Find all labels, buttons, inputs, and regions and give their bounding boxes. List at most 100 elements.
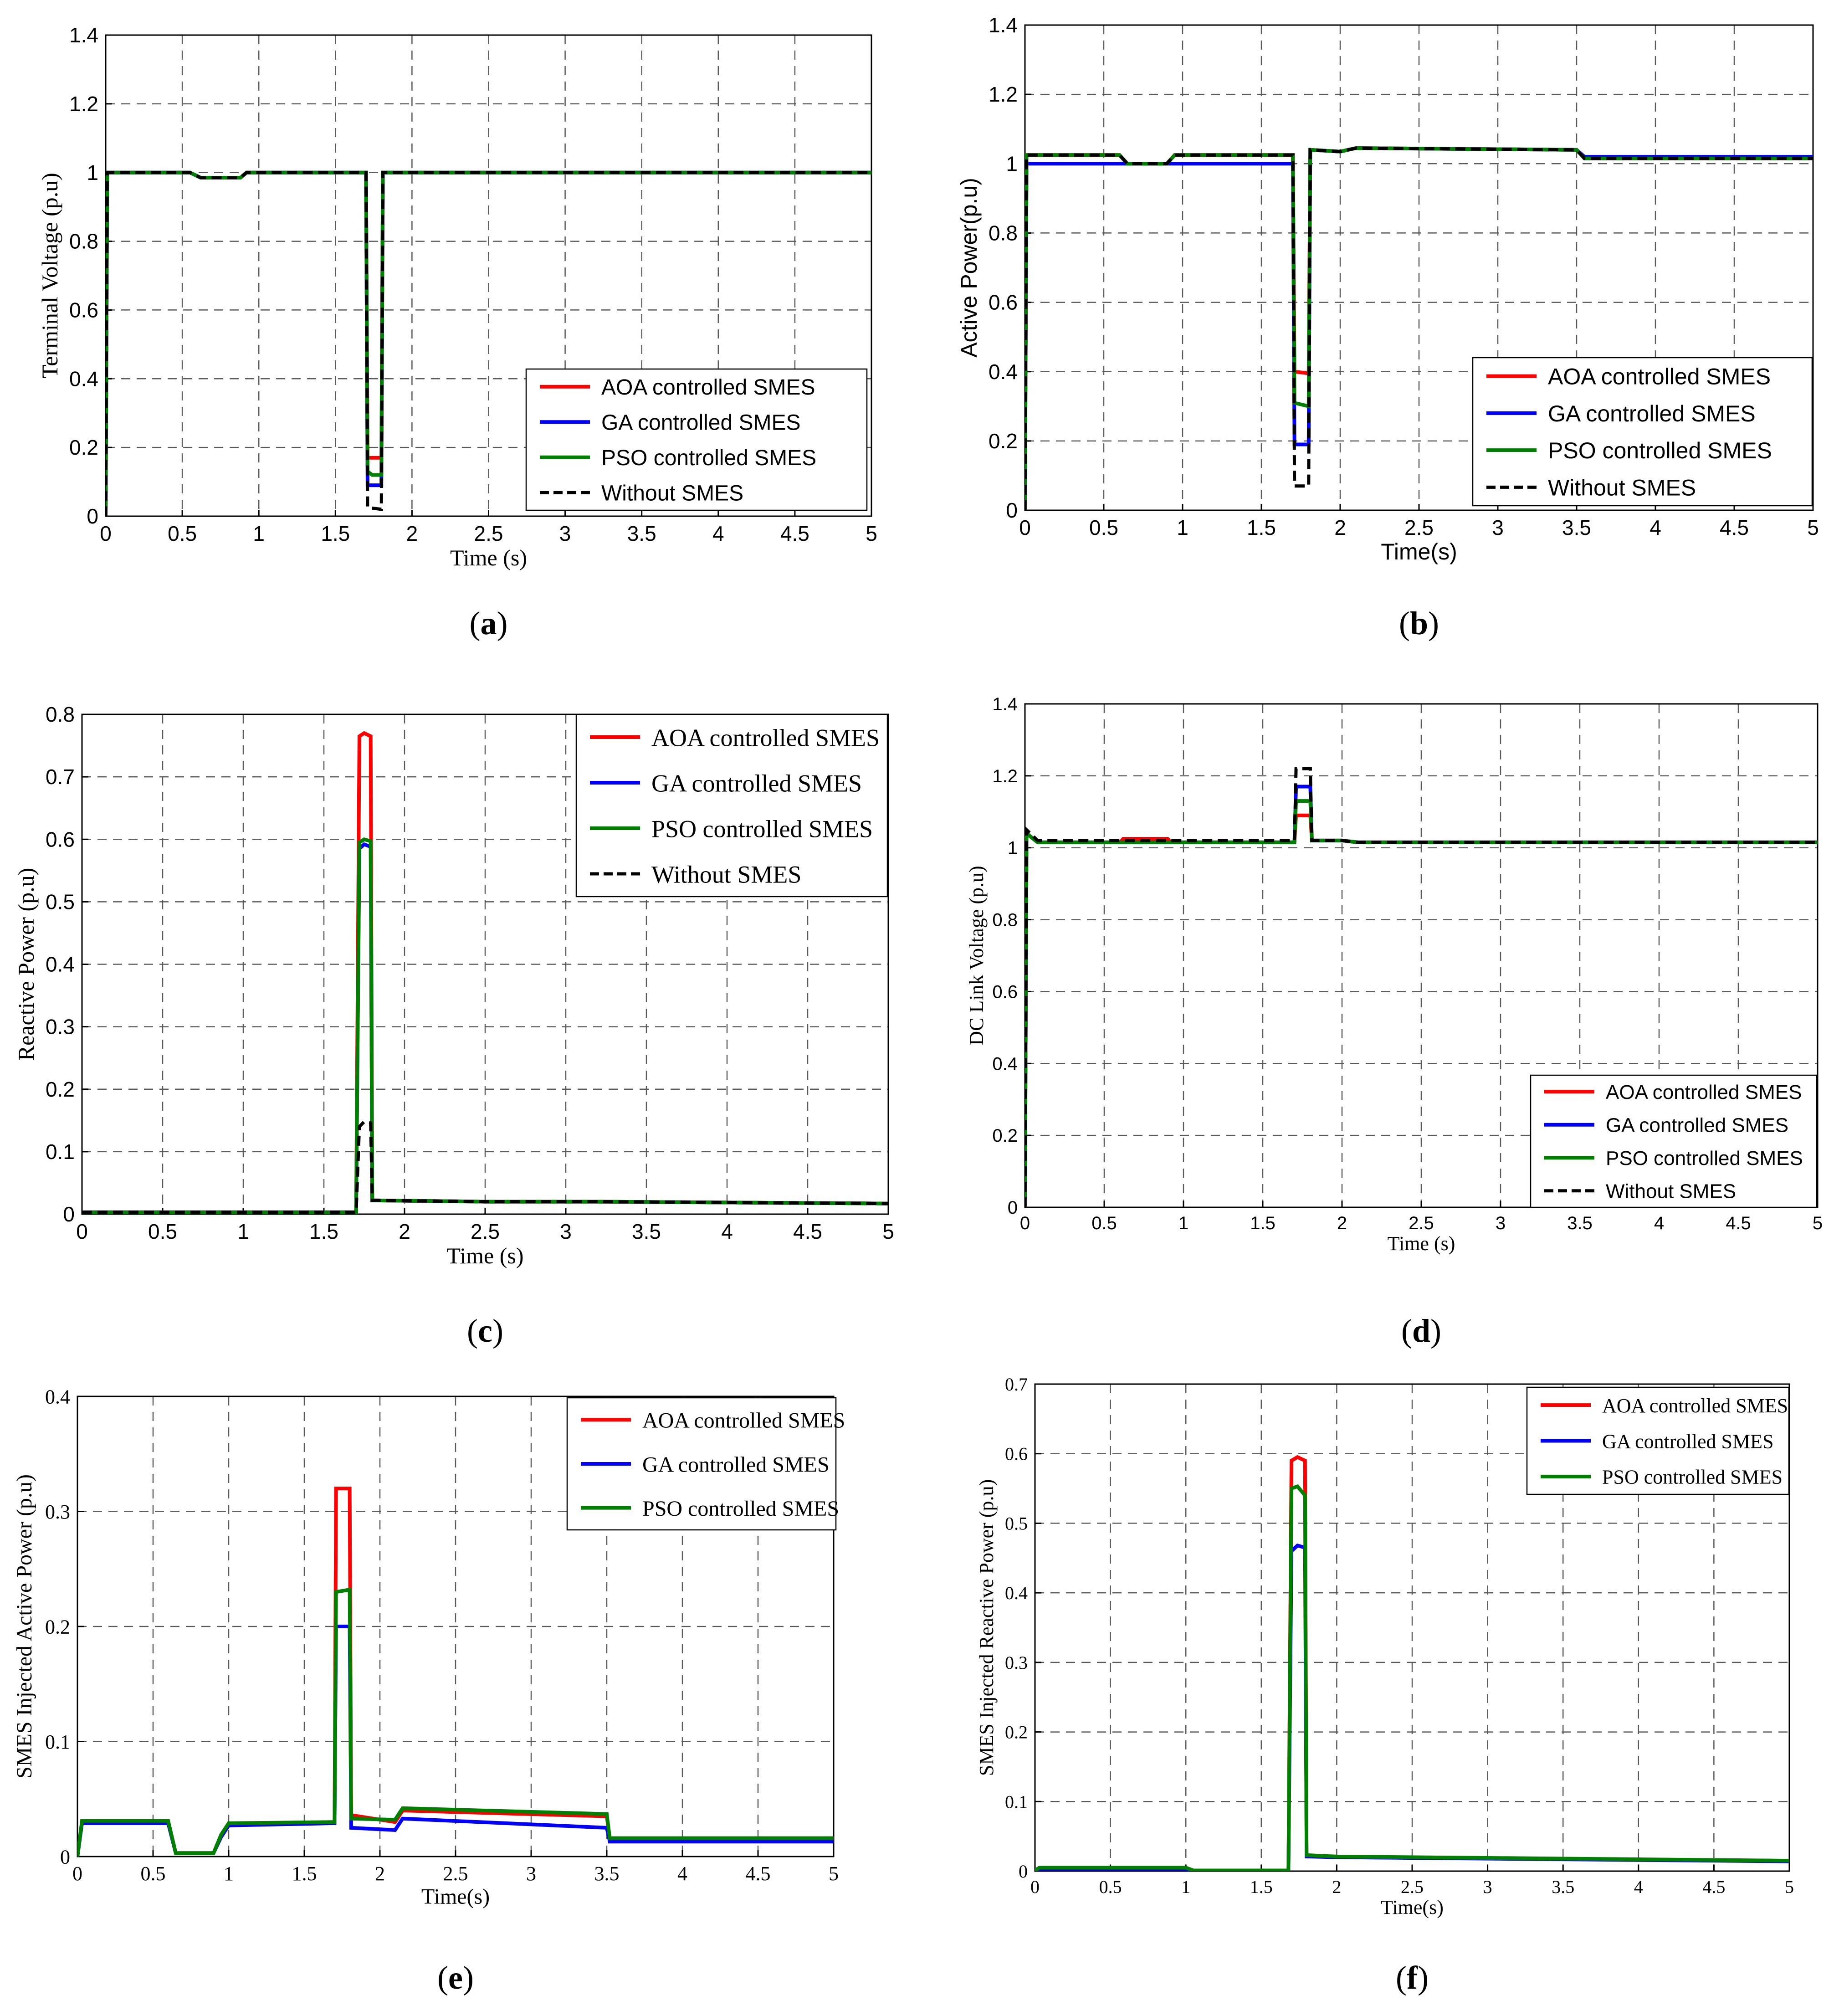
panel-caption: (b) — [1399, 605, 1439, 641]
y-tick-label: 0.4 — [992, 1054, 1018, 1074]
x-tick-label: 3.5 — [1567, 1213, 1593, 1233]
legend-label: Without SMES — [601, 482, 743, 506]
legend: AOA controlled SMES GA controlled SMES PSO… — [1526, 1386, 1790, 1495]
chart-e: 0 0.5 1 1.5 2 2.5 3 3.5 4 4.5 5 0 0.1 0.2 0.3 0.4 Time(s… — [12, 1385, 845, 1996]
y-tick-label: 0.2 — [46, 1077, 75, 1101]
x-tick-label: 1.5 — [292, 1862, 317, 1885]
legend-label: AOA controlled SMES — [642, 1409, 845, 1433]
y-tick-label: 0.4 — [69, 367, 98, 390]
x-tick-label: 2 — [1332, 1877, 1341, 1897]
panel-caption-letter: b — [1410, 605, 1428, 641]
y-tick-label: 1 — [1006, 152, 1018, 175]
y-tick-label: 0.4 — [46, 953, 75, 976]
panel-caption: (f) — [1396, 1960, 1429, 1996]
panel-caption-letter: d — [1412, 1313, 1430, 1349]
y-tick-label: 0.8 — [46, 703, 75, 726]
y-tick-label: 0.6 — [1005, 1444, 1028, 1464]
y-tick-label: 1.4 — [992, 694, 1018, 714]
x-tick-label: 4.5 — [1726, 1213, 1751, 1233]
panel-caption-letter: e — [448, 1960, 463, 1996]
x-tick-label: 2.5 — [1409, 1213, 1434, 1233]
y-tick-label: 1.2 — [69, 92, 98, 116]
x-tick-label: 4.5 — [746, 1862, 771, 1885]
y-tick-label: 0.4 — [45, 1385, 70, 1408]
legend-label: AOA controlled SMES — [1606, 1081, 1802, 1103]
legend: AOA controlled SMES GA controlled SMES PSO… — [1472, 357, 1813, 507]
series-line-without — [1025, 146, 1813, 510]
x-tick-label: 1.5 — [1250, 1213, 1276, 1233]
x-tick-label: 0.5 — [1089, 516, 1118, 539]
x-tick-label: 0.5 — [148, 1220, 177, 1243]
x-tick-label: 1 — [224, 1862, 234, 1885]
x-tick-label: 4 — [677, 1862, 687, 1885]
y-tick-label: 0.5 — [46, 890, 75, 913]
chart-d: 0 0.5 1 1.5 2 2.5 3 3.5 4 4.5 5 0 0.2 0.4 0.6 0.8 1 1.2 1.… — [965, 694, 1823, 1349]
y-tick-label: 0.8 — [69, 230, 98, 253]
series-group — [77, 1487, 834, 1857]
legend-label: PSO controlled SMES — [651, 815, 873, 842]
x-tick-label: 5 — [1785, 1877, 1794, 1897]
x-tick-label: 4 — [1654, 1213, 1664, 1233]
y-tick-label: 0.2 — [45, 1616, 70, 1638]
y-tick-label: 0.8 — [992, 910, 1018, 930]
legend-label: AOA controlled SMES — [1548, 364, 1771, 390]
y-tick-label: 0.2 — [1005, 1722, 1028, 1743]
x-tick-label: 1 — [237, 1220, 249, 1243]
series-group — [1025, 767, 1818, 1207]
panel-caption-letter: f — [1407, 1960, 1418, 1996]
legend-label: PSO controlled SMES — [1606, 1147, 1803, 1170]
x-tick-label: 1.5 — [309, 1220, 338, 1243]
x-tick-label: 3 — [1483, 1877, 1492, 1897]
legend-label: PSO controlled SMES — [601, 446, 816, 470]
x-tick-label: 3.5 — [632, 1220, 661, 1243]
x-axis-label: Time (s) — [446, 1243, 523, 1268]
x-tick-label: 3 — [560, 1220, 572, 1243]
legend-label: Without SMES — [651, 861, 801, 888]
grid — [77, 1396, 834, 1857]
legend-label: GA controlled SMES — [1548, 401, 1756, 426]
y-tick-label: 0.2 — [992, 1126, 1018, 1146]
x-tick-label: 2.5 — [443, 1862, 468, 1885]
x-tick-label: 3.5 — [1562, 516, 1591, 539]
x-tick-label: 0 — [72, 1862, 82, 1885]
x-tick-label: 0.5 — [1091, 1213, 1117, 1233]
x-tick-label: 4 — [721, 1220, 733, 1243]
x-tick-label: 1.5 — [1247, 516, 1276, 539]
y-axis-label: Reactive Power (p.u) — [13, 868, 39, 1061]
y-tick-label: 0.3 — [45, 1501, 70, 1523]
x-tick-label: 4.5 — [1720, 516, 1749, 539]
legend: AOA controlled SMES GA controlled SMES PSO… — [1530, 1074, 1818, 1208]
x-tick-label: 3 — [1492, 516, 1504, 539]
y-tick-label: 0 — [1008, 1198, 1018, 1218]
y-tick-label: 0.5 — [1005, 1513, 1028, 1534]
x-tick-label: 4 — [1634, 1877, 1643, 1897]
series-group — [1025, 146, 1813, 510]
legend-box — [1472, 357, 1813, 507]
x-tick-label: 2.5 — [1401, 1877, 1424, 1897]
y-tick-label: 0.6 — [69, 298, 98, 322]
legend: AOA controlled SMES GA controlled SMES PSO… — [575, 713, 888, 898]
y-tick-label: 1.2 — [992, 766, 1018, 786]
x-tick-label: 1 — [1178, 1213, 1188, 1233]
y-tick-label: 0.2 — [989, 429, 1018, 453]
ticks — [1034, 1383, 1790, 1872]
x-tick-label: 2 — [375, 1862, 385, 1885]
x-tick-label: 1 — [253, 522, 265, 545]
x-tick-label: 4.5 — [780, 522, 809, 545]
x-tick-label: 2.5 — [471, 1220, 500, 1243]
panel-caption-letter: c — [478, 1313, 492, 1349]
x-axis-label: Time (s) — [450, 545, 527, 570]
y-tick-label: 0 — [63, 1202, 75, 1226]
y-axis-label: SMES Injected Active Power (p.u) — [12, 1474, 36, 1779]
legend-box — [575, 713, 888, 898]
x-tick-label: 4 — [712, 522, 724, 545]
x-axis-label: Time(s) — [421, 1884, 490, 1908]
chart-a: 0 0.5 1 1.5 2 2.5 3 3.5 4 4.5 5 0 0.2 0.4 0.6 0.8 1 1.2 1.… — [37, 23, 877, 641]
y-tick-label: 0.6 — [992, 982, 1018, 1002]
series-line-pso — [1035, 1484, 1789, 1871]
y-tick-label: 1.2 — [989, 82, 1018, 106]
x-tick-label: 4.5 — [1702, 1877, 1725, 1897]
series-line-pso — [77, 1587, 834, 1857]
legend-label: AOA controlled SMES — [651, 724, 880, 751]
y-tick-label: 1.4 — [69, 23, 98, 47]
